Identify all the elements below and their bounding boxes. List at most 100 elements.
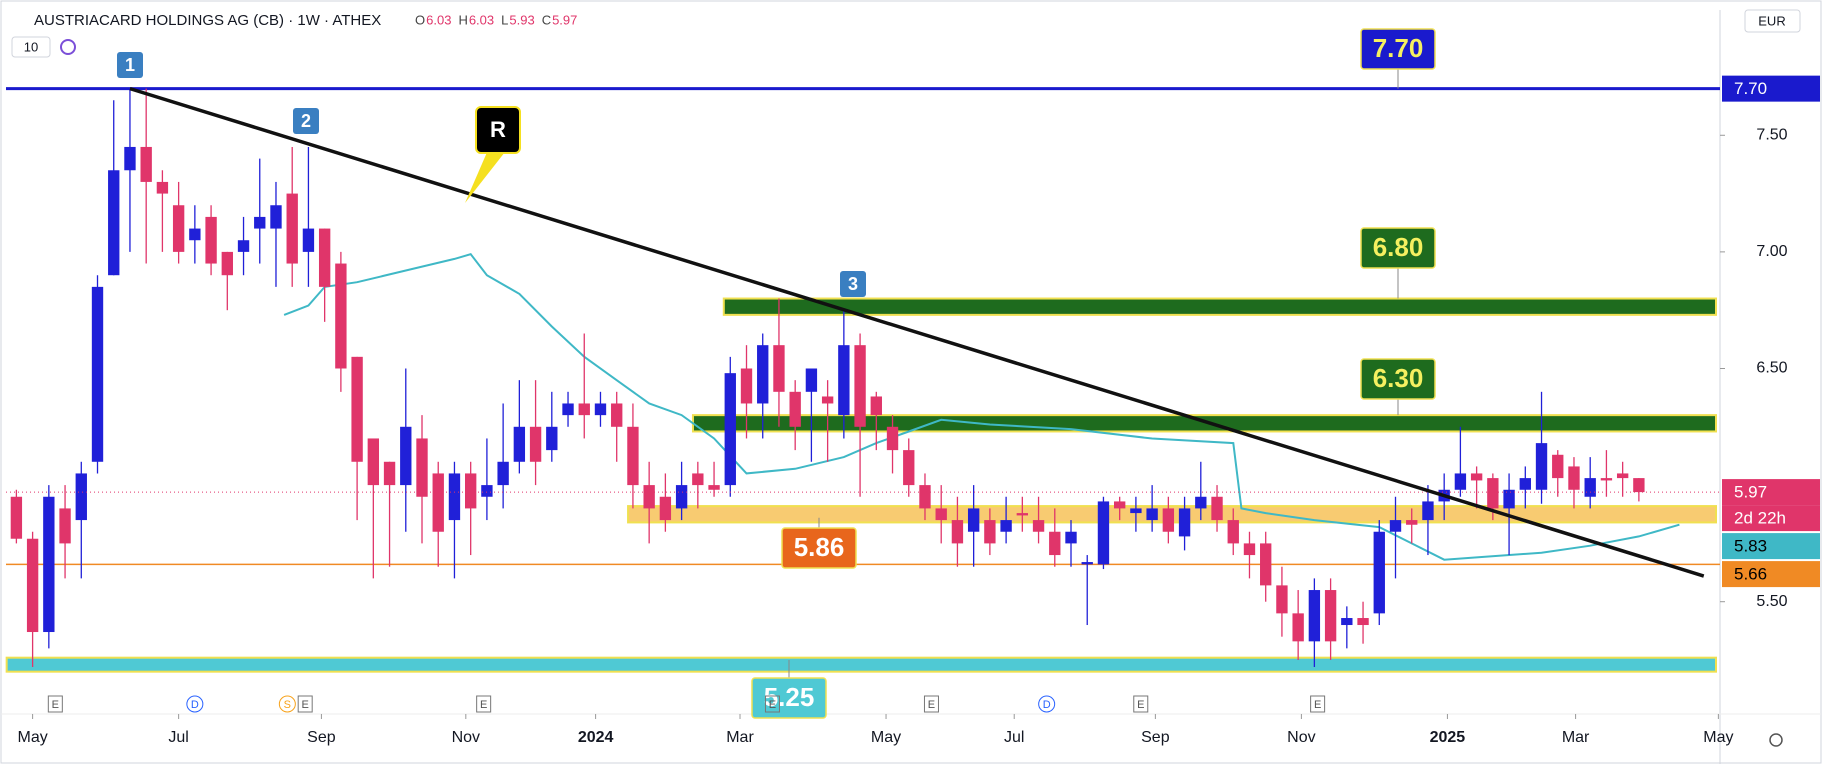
indicator-box[interactable] <box>11 36 51 58</box>
candle-body <box>740 368 753 404</box>
countdown: 2d 22h <box>1734 509 1786 528</box>
candle-body <box>578 403 590 416</box>
candle-body <box>335 263 347 369</box>
callout-box <box>475 106 521 154</box>
candle-body <box>140 146 152 182</box>
price-tag-label: 7.70 <box>1734 79 1767 98</box>
candle-body <box>432 473 444 532</box>
candle-body <box>91 286 104 462</box>
candle-body <box>1292 613 1304 642</box>
event-icon <box>1133 695 1149 713</box>
candle-body <box>221 251 233 276</box>
indicator-input: 10 <box>24 39 38 54</box>
candle-body <box>1389 520 1402 532</box>
candle-body <box>286 193 298 264</box>
candle-body <box>1487 478 1499 509</box>
zone-label: 5.86 <box>794 532 845 562</box>
ohlc-label: L <box>501 12 508 27</box>
candle-body <box>497 461 509 486</box>
candle-body <box>967 508 980 532</box>
candle-body <box>1081 562 1093 565</box>
candle-body <box>59 508 71 544</box>
candle-body <box>838 345 850 416</box>
event-icon <box>47 695 63 713</box>
candle-body <box>156 181 169 194</box>
candle-body <box>1162 508 1175 532</box>
y-tick-label: 5.50 <box>1756 593 1787 610</box>
candle-body <box>692 473 704 486</box>
candle-body <box>254 216 266 229</box>
x-tick-label: Sep <box>307 729 336 746</box>
x-tick-label: May <box>1703 729 1733 746</box>
settings-icon[interactable] <box>1769 733 1783 747</box>
candle-body <box>886 426 899 451</box>
currency-box[interactable] <box>1744 9 1801 33</box>
candle-body <box>529 426 542 462</box>
candle-body <box>1065 531 1077 544</box>
candle-body <box>1016 513 1029 516</box>
candle-body <box>10 496 23 539</box>
candle-body <box>318 228 331 287</box>
candle-body <box>1260 543 1272 586</box>
x-tick-label: Jul <box>168 729 188 746</box>
candle-body <box>1227 520 1239 544</box>
candle-body <box>1470 473 1483 481</box>
refresh-icon[interactable] <box>60 39 76 55</box>
candle-body <box>1422 501 1434 521</box>
event-label: D <box>191 699 199 711</box>
candle-body <box>594 403 607 416</box>
candle-body <box>951 520 964 544</box>
candle-body <box>448 473 461 521</box>
candle-body <box>1324 590 1337 642</box>
price-tag <box>1722 75 1820 102</box>
candle-body <box>675 485 688 509</box>
price-tag-label: 5.66 <box>1734 565 1767 584</box>
candle-body <box>1454 473 1467 490</box>
candle-body <box>124 146 136 171</box>
zone <box>5 656 1717 673</box>
marker-label: 3 <box>848 274 858 294</box>
candle-body <box>172 205 185 252</box>
x-tick-label: Sep <box>1141 729 1170 746</box>
event-label: E <box>480 699 487 711</box>
countdown-tag <box>1722 505 1820 532</box>
ohlc-value: 5.97 <box>552 12 577 27</box>
zone-label-box <box>781 527 857 569</box>
candle-body <box>1552 454 1564 479</box>
event-icon <box>1310 695 1326 713</box>
candle-body <box>43 496 55 633</box>
x-tick-label: Mar <box>726 729 754 746</box>
candle-body <box>611 403 623 427</box>
candle-body <box>302 228 315 252</box>
ohlc-value: 6.03 <box>469 12 494 27</box>
candle-body <box>1243 543 1256 556</box>
event-icon <box>764 695 780 713</box>
x-tick-label: Nov <box>452 729 480 746</box>
candle-body <box>1130 508 1142 514</box>
candle-body <box>1519 478 1531 490</box>
event-label: E <box>52 699 59 711</box>
zone-label-box <box>1360 227 1436 269</box>
ohlc-label: C <box>542 12 551 27</box>
candle-body <box>659 496 672 521</box>
candle-body <box>26 538 39 633</box>
level-label-box <box>1360 28 1436 70</box>
candle-body <box>1097 501 1110 565</box>
candle-body <box>643 485 655 509</box>
candle-body <box>562 403 574 416</box>
event-label: S <box>284 699 291 711</box>
candle-body <box>805 368 818 392</box>
zone-label-box <box>751 677 827 719</box>
price-tag <box>1722 561 1820 588</box>
candle-body <box>708 485 720 490</box>
candle-body <box>383 461 396 486</box>
candle-body <box>724 373 736 486</box>
x-tick-label: Jul <box>1004 729 1024 746</box>
candle-body <box>1600 478 1613 481</box>
price-tag <box>1722 533 1820 560</box>
callout-tail <box>465 150 505 203</box>
event-label: E <box>1314 699 1321 711</box>
marker-box <box>293 108 319 134</box>
ohlc-label: O <box>415 12 425 27</box>
